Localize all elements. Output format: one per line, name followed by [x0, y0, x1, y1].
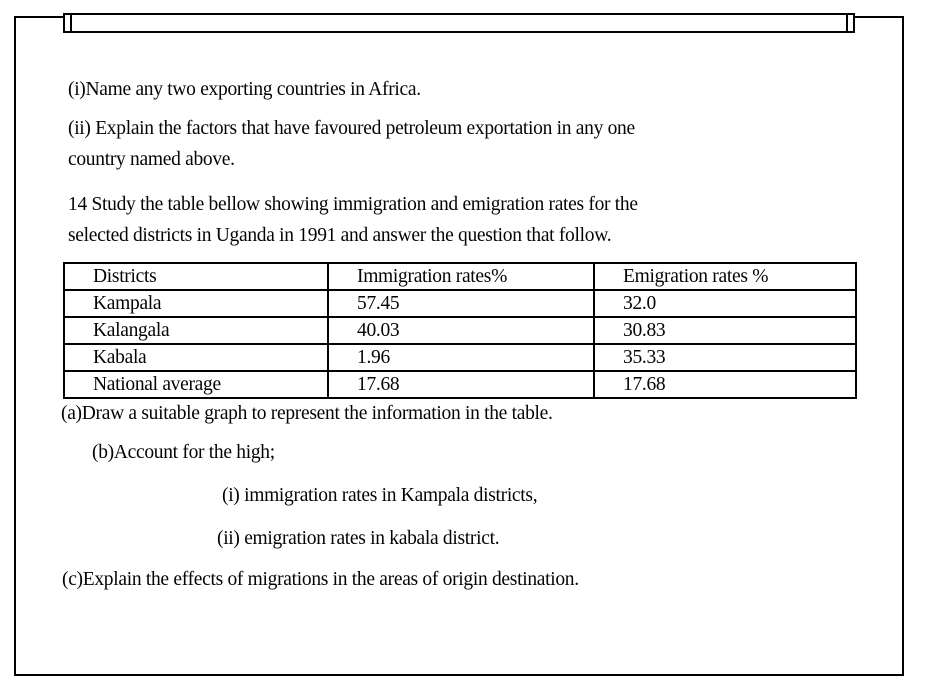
table-row-kalangala: Kalangala 40.03 30.83: [63, 316, 857, 345]
cell-district: National average: [63, 370, 329, 399]
column-header-districts: Districts: [63, 262, 329, 291]
question-13-part-ii-line2: country named above.: [68, 149, 235, 170]
question-14-c: (c)Explain the effects of migrations in …: [62, 569, 579, 590]
cell-district: Kampala: [63, 289, 329, 318]
rates-table-header-row: Districts Immigration rates% Emigration …: [63, 262, 857, 291]
column-header-emigration-rates: Emigration rates %: [593, 262, 857, 291]
table-row-national-average: National average 17.68 17.68: [63, 370, 857, 399]
cell-emigration-rate: 35.33: [593, 343, 857, 372]
question-13-part-i: (i)Name any two exporting countries in A…: [68, 79, 421, 100]
cell-district: Kalangala: [63, 316, 329, 345]
cell-immigration-rate: 1.96: [327, 343, 595, 372]
cell-immigration-rate: 40.03: [327, 316, 595, 345]
cell-immigration-rate: 57.45: [327, 289, 595, 318]
question-14-intro-line1: 14 Study the table bellow showing immigr…: [68, 194, 638, 215]
rates-table: Districts Immigration rates% Emigration …: [63, 262, 857, 399]
header-frame-left-divider: [70, 15, 72, 31]
header-frame: [63, 13, 855, 33]
cell-emigration-rate: 30.83: [593, 316, 857, 345]
cell-emigration-rate: 17.68: [593, 370, 857, 399]
table-row-kabala: Kabala 1.96 35.33: [63, 343, 857, 372]
cell-district: Kabala: [63, 343, 329, 372]
cell-immigration-rate: 17.68: [327, 370, 595, 399]
question-14-b-ii: (ii) emigration rates in kabala district…: [217, 528, 500, 549]
header-frame-right-divider: [846, 15, 848, 31]
question-13-part-ii-line1: (ii) Explain the factors that have favou…: [68, 118, 635, 139]
question-14-a: (a)Draw a suitable graph to represent th…: [61, 403, 553, 424]
question-14-b: (b)Account for the high;: [92, 442, 275, 463]
column-header-immigration-rates: Immigration rates%: [327, 262, 595, 291]
question-14-b-i: (i) immigration rates in Kampala distric…: [222, 485, 538, 506]
table-row-kampala: Kampala 57.45 32.0: [63, 289, 857, 318]
question-14-intro-line2: selected districts in Uganda in 1991 and…: [68, 225, 612, 246]
cell-emigration-rate: 32.0: [593, 289, 857, 318]
